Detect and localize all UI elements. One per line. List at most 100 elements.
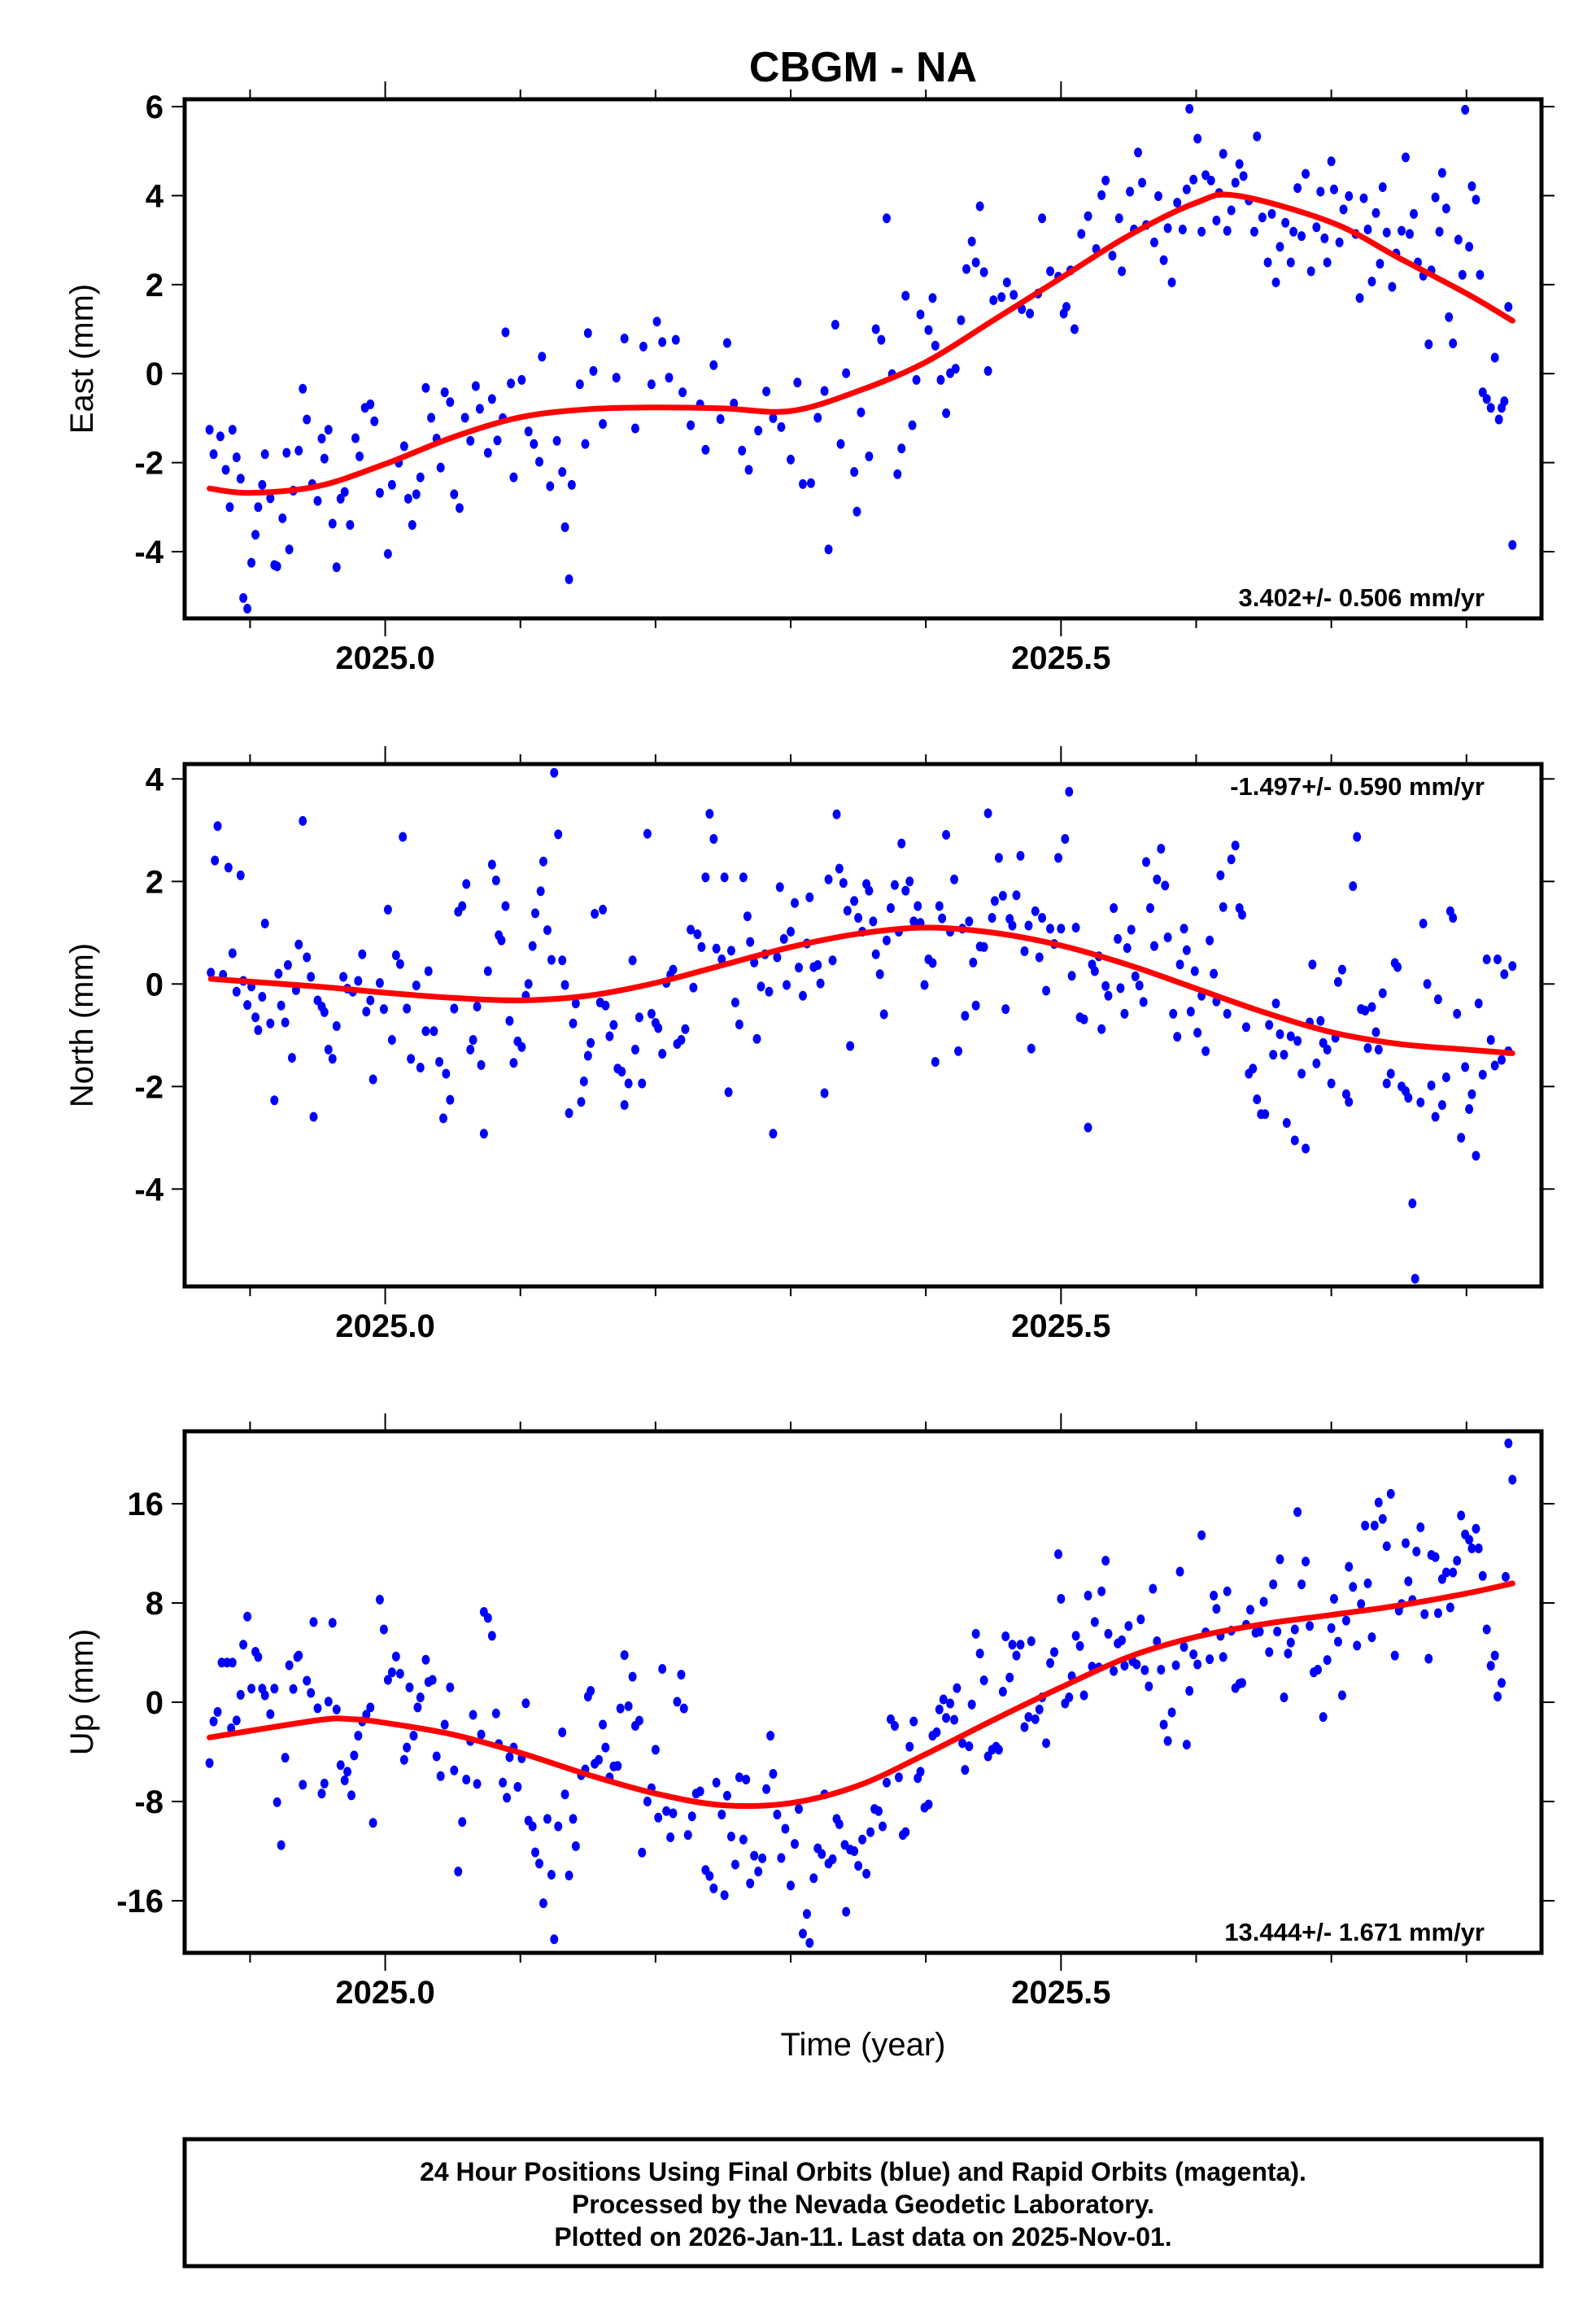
- data-point: [1118, 1635, 1127, 1645]
- data-point: [458, 901, 467, 911]
- data-point: [705, 1871, 714, 1881]
- data-point: [475, 404, 484, 414]
- data-point: [746, 937, 755, 947]
- data-point: [368, 1074, 377, 1085]
- data-point: [909, 916, 918, 927]
- data-point: [1142, 857, 1151, 867]
- data-point: [258, 992, 267, 1002]
- data-point: [628, 1671, 637, 1682]
- data-point: [454, 1866, 463, 1876]
- data-point: [387, 1667, 396, 1678]
- data-point: [1445, 312, 1454, 322]
- data-point: [1265, 1647, 1274, 1657]
- data-point: [1153, 1636, 1162, 1646]
- data-point: [1084, 1590, 1092, 1601]
- data-point: [846, 1041, 855, 1051]
- data-point: [935, 901, 944, 911]
- data-point: [638, 1078, 647, 1089]
- data-point: [1453, 1556, 1462, 1566]
- data-point: [1335, 237, 1344, 247]
- data-point: [332, 1020, 341, 1031]
- data-point: [1263, 257, 1272, 268]
- data-point: [313, 1703, 322, 1714]
- data-point: [591, 908, 600, 919]
- plot-frame: [182, 762, 1544, 1289]
- data-point: [1370, 1520, 1379, 1531]
- data-point: [683, 1830, 692, 1841]
- data-point: [1312, 1058, 1321, 1068]
- data-point: [221, 465, 230, 475]
- data-point: [928, 958, 937, 968]
- data-point: [416, 1692, 425, 1703]
- data-point: [979, 941, 988, 952]
- data-point: [924, 325, 933, 335]
- data-point: [1259, 1596, 1268, 1607]
- data-point: [1286, 1031, 1295, 1042]
- data-point: [850, 467, 859, 478]
- data-point: [403, 1003, 412, 1014]
- data-point: [809, 1873, 818, 1884]
- x-tick-label: 2025.5: [1011, 640, 1110, 676]
- data-point: [969, 957, 978, 967]
- data-point: [828, 955, 837, 966]
- data-point: [617, 1067, 626, 1077]
- data-point: [1378, 988, 1387, 998]
- data-point: [783, 980, 791, 990]
- data-point: [1329, 1593, 1338, 1604]
- data-point: [1050, 1647, 1059, 1657]
- data-point: [412, 980, 421, 991]
- data-point: [399, 441, 408, 452]
- data-point: [547, 954, 556, 965]
- data-point: [539, 1898, 547, 1909]
- data-point: [1219, 902, 1228, 912]
- data-point: [1159, 1719, 1168, 1730]
- data-point: [1249, 1063, 1258, 1074]
- data-point: [1269, 1579, 1278, 1590]
- data-point: [766, 1731, 775, 1741]
- data-point: [1084, 211, 1092, 221]
- data-point: [1302, 1557, 1310, 1567]
- data-point: [1281, 217, 1290, 228]
- data-point: [1038, 913, 1047, 924]
- data-point: [254, 1024, 263, 1035]
- plot-frame: [182, 1429, 1544, 1955]
- data-point: [370, 416, 379, 426]
- data-point: [1271, 998, 1280, 1009]
- data-point: [689, 982, 698, 993]
- data-point: [487, 859, 496, 870]
- data-point: [1020, 1722, 1029, 1732]
- data-point: [854, 1860, 863, 1871]
- data-point: [869, 916, 878, 927]
- data-point: [1035, 952, 1044, 963]
- data-point: [853, 506, 861, 517]
- data-point: [409, 1731, 418, 1741]
- data-point: [643, 1796, 652, 1806]
- data-point: [677, 1670, 686, 1680]
- data-point: [1219, 1652, 1228, 1662]
- data-point: [720, 1890, 729, 1901]
- data-point: [762, 1784, 771, 1794]
- data-point: [722, 1790, 731, 1801]
- data-point: [1501, 1571, 1510, 1582]
- data-point: [303, 952, 312, 963]
- data-point: [1333, 976, 1342, 987]
- data-point: [1273, 1627, 1282, 1637]
- data-point: [1371, 1027, 1380, 1037]
- data-point: [1284, 1649, 1293, 1659]
- data-point: [1108, 251, 1117, 261]
- data-point: [717, 954, 726, 965]
- data-point: [1061, 833, 1070, 844]
- panel-east: 2025.0 2025.5 -4 -2 0 2 4 6 East (mm) 3.402+/- 0.…: [64, 81, 1555, 676]
- data-point: [421, 382, 430, 393]
- data-point: [399, 1754, 408, 1765]
- data-point: [450, 1003, 459, 1014]
- data-point: [375, 487, 384, 498]
- data-point: [1478, 1069, 1487, 1080]
- data-point: [612, 373, 621, 383]
- data-point: [466, 1044, 475, 1055]
- data-point: [1398, 225, 1406, 236]
- y-tick-label: 0: [146, 967, 164, 1002]
- data-point: [957, 315, 966, 325]
- data-point: [460, 413, 469, 423]
- data-point: [775, 882, 784, 893]
